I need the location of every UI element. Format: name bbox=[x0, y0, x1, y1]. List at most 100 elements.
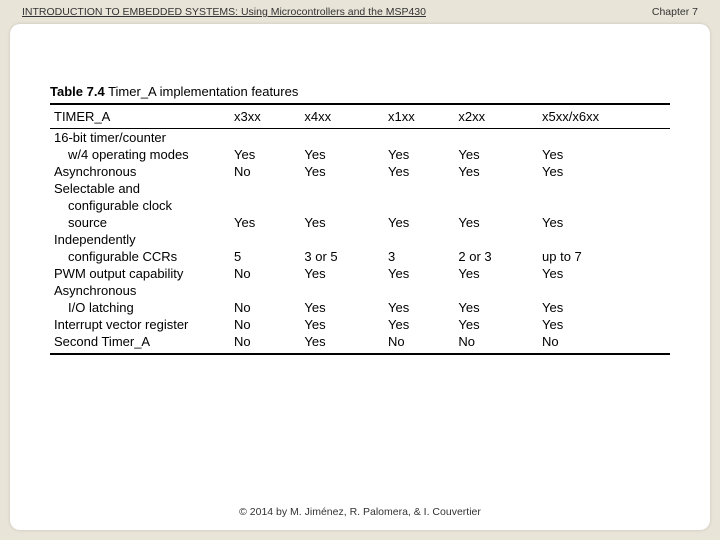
value-cell: No bbox=[230, 265, 300, 282]
value-cell: Yes bbox=[454, 299, 538, 316]
feature-cell: configurable clock bbox=[50, 197, 230, 214]
value-cell bbox=[300, 197, 384, 214]
table-caption: Table 7.4 Timer_A implementation feature… bbox=[50, 84, 670, 99]
value-cell bbox=[230, 231, 300, 248]
value-cell: Yes bbox=[300, 333, 384, 354]
feature-cell: Independently bbox=[50, 231, 230, 248]
header-title: INTRODUCTION TO EMBEDDED SYSTEMS: Using … bbox=[22, 6, 426, 18]
value-cell bbox=[384, 282, 454, 299]
value-cell: Yes bbox=[300, 146, 384, 163]
value-cell: Yes bbox=[384, 146, 454, 163]
value-cell: No bbox=[230, 333, 300, 354]
value-cell bbox=[230, 282, 300, 299]
value-cell: Yes bbox=[538, 316, 670, 333]
value-cell: Yes bbox=[384, 316, 454, 333]
value-cell bbox=[454, 197, 538, 214]
value-cell bbox=[230, 129, 300, 147]
feature-cell: PWM output capability bbox=[50, 265, 230, 282]
table-row: w/4 operating modesYesYesYesYesYes bbox=[50, 146, 670, 163]
value-cell bbox=[384, 231, 454, 248]
page-footer: © 2014 by M. Jiménez, R. Palomera, & I. … bbox=[10, 506, 710, 518]
value-cell bbox=[300, 129, 384, 147]
caption-bold: Table 7.4 bbox=[50, 84, 105, 99]
header-chapter: Chapter 7 bbox=[652, 6, 698, 18]
value-cell: Yes bbox=[454, 214, 538, 231]
value-cell bbox=[300, 282, 384, 299]
value-cell bbox=[538, 282, 670, 299]
value-cell: 2 or 3 bbox=[454, 248, 538, 265]
value-cell: No bbox=[230, 163, 300, 180]
value-cell: No bbox=[538, 333, 670, 354]
value-cell: Yes bbox=[538, 265, 670, 282]
value-cell bbox=[538, 180, 670, 197]
col-4: x5xx/x6xx bbox=[538, 104, 670, 129]
header-label: TIMER_A bbox=[50, 104, 230, 129]
value-cell bbox=[454, 180, 538, 197]
value-cell: 5 bbox=[230, 248, 300, 265]
value-cell bbox=[300, 231, 384, 248]
value-cell: Yes bbox=[384, 163, 454, 180]
table-row: configurable CCRs53 or 532 or 3up to 7 bbox=[50, 248, 670, 265]
feature-cell: source bbox=[50, 214, 230, 231]
value-cell: Yes bbox=[230, 214, 300, 231]
value-cell: Yes bbox=[538, 146, 670, 163]
table-row: configurable clock bbox=[50, 197, 670, 214]
value-cell: Yes bbox=[230, 146, 300, 163]
table-row: PWM output capabilityNoYesYesYesYes bbox=[50, 265, 670, 282]
value-cell: Yes bbox=[300, 316, 384, 333]
value-cell: No bbox=[230, 316, 300, 333]
value-cell bbox=[454, 231, 538, 248]
value-cell: Yes bbox=[454, 163, 538, 180]
value-cell bbox=[230, 197, 300, 214]
content-frame: Table 7.4 Timer_A implementation feature… bbox=[10, 24, 710, 530]
feature-cell: I/O latching bbox=[50, 299, 230, 316]
value-cell: No bbox=[230, 299, 300, 316]
col-1: x4xx bbox=[300, 104, 384, 129]
col-0: x3xx bbox=[230, 104, 300, 129]
value-cell: Yes bbox=[300, 265, 384, 282]
footer-text: © 2014 by M. Jiménez, R. Palomera, & I. … bbox=[239, 506, 481, 518]
value-cell bbox=[384, 129, 454, 147]
value-cell: Yes bbox=[538, 214, 670, 231]
col-2: x1xx bbox=[384, 104, 454, 129]
value-cell bbox=[454, 282, 538, 299]
page-header: INTRODUCTION TO EMBEDDED SYSTEMS: Using … bbox=[0, 0, 720, 24]
value-cell bbox=[454, 129, 538, 147]
feature-cell: 16-bit timer/counter bbox=[50, 129, 230, 147]
value-cell: Yes bbox=[538, 299, 670, 316]
table-row: Interrupt vector registerNoYesYesYesYes bbox=[50, 316, 670, 333]
table-row: Asynchronous bbox=[50, 282, 670, 299]
value-cell bbox=[300, 180, 384, 197]
value-cell: Yes bbox=[454, 146, 538, 163]
table-row: Second Timer_ANoYesNoNoNo bbox=[50, 333, 670, 354]
value-cell: 3 or 5 bbox=[300, 248, 384, 265]
value-cell bbox=[384, 197, 454, 214]
value-cell: No bbox=[384, 333, 454, 354]
table-row: AsynchronousNoYesYesYesYes bbox=[50, 163, 670, 180]
feature-cell: Interrupt vector register bbox=[50, 316, 230, 333]
value-cell: 3 bbox=[384, 248, 454, 265]
table-row: I/O latchingNoYesYesYesYes bbox=[50, 299, 670, 316]
value-cell: Yes bbox=[538, 163, 670, 180]
feature-cell: Selectable and bbox=[50, 180, 230, 197]
feature-cell: w/4 operating modes bbox=[50, 146, 230, 163]
value-cell: Yes bbox=[384, 265, 454, 282]
value-cell: Yes bbox=[454, 316, 538, 333]
caption-text: Timer_A implementation features bbox=[108, 84, 298, 99]
feature-cell: Asynchronous bbox=[50, 163, 230, 180]
value-cell: Yes bbox=[384, 299, 454, 316]
feature-cell: configurable CCRs bbox=[50, 248, 230, 265]
table-row: Independently bbox=[50, 231, 670, 248]
value-cell bbox=[538, 129, 670, 147]
value-cell: Yes bbox=[384, 214, 454, 231]
value-cell: up to 7 bbox=[538, 248, 670, 265]
table-row: sourceYesYesYesYesYes bbox=[50, 214, 670, 231]
feature-cell: Asynchronous bbox=[50, 282, 230, 299]
value-cell: Yes bbox=[454, 265, 538, 282]
value-cell bbox=[384, 180, 454, 197]
value-cell bbox=[230, 180, 300, 197]
table-row: Selectable and bbox=[50, 180, 670, 197]
value-cell bbox=[538, 197, 670, 214]
feature-table: TIMER_A x3xx x4xx x1xx x2xx x5xx/x6xx 16… bbox=[50, 103, 670, 355]
value-cell bbox=[538, 231, 670, 248]
